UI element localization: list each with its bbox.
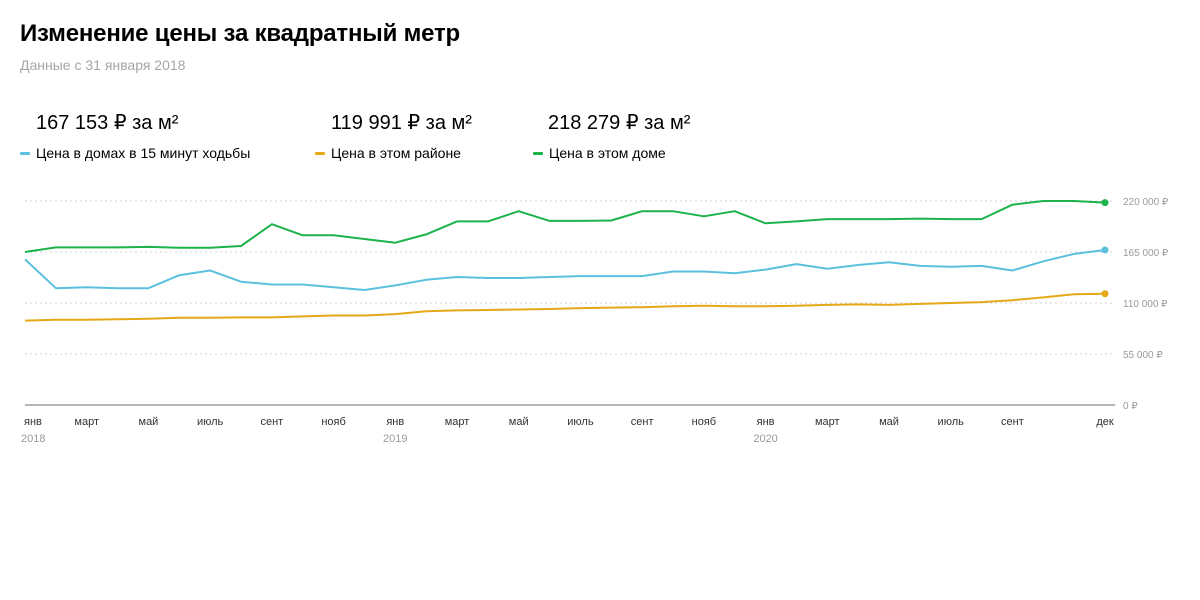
series-end-marker-2 <box>1101 199 1109 207</box>
y-tick-label: 0 ₽ <box>1123 401 1138 412</box>
legend-swatch <box>20 151 30 155</box>
legend-swatch <box>533 151 543 155</box>
stat-value: 167 153 ₽ за м² <box>36 112 179 134</box>
legend-label: Цена в этом районе <box>331 145 461 161</box>
x-tick-label: сент <box>1001 416 1024 428</box>
x-tick-year-label: 2018 <box>21 433 45 445</box>
stat-this-house: 218 279 ₽ за м² Цена в этом доме <box>533 110 690 161</box>
x-tick-label: янв <box>24 416 42 428</box>
x-tick-label: сент <box>631 416 654 428</box>
x-tick-label: июль <box>197 416 224 428</box>
y-tick-label: 220 000 ₽ <box>1123 197 1169 208</box>
series-line-2 <box>24 200 1106 253</box>
stat-value: 218 279 ₽ за м² <box>548 112 691 134</box>
x-tick-label: янв <box>757 416 775 428</box>
y-tick-label: 110 000 ₽ <box>1123 299 1168 310</box>
x-tick-label: март <box>815 416 840 428</box>
x-tick-label: дек <box>1096 416 1114 428</box>
y-tick-label: 165 000 ₽ <box>1123 248 1169 259</box>
x-tick-label: янв <box>386 416 404 428</box>
legend-label: Цена в этом доме <box>549 145 666 161</box>
x-tick-label: март <box>74 416 99 428</box>
x-tick-year-label: 2019 <box>383 433 407 445</box>
legend-label: Цена в домах в 15 минут ходьбы <box>36 145 251 161</box>
y-tick-label: 55 000 ₽ <box>1123 350 1163 361</box>
page-subtitle: Данные с 31 января 2018 <box>20 57 186 73</box>
page-title: Изменение цены за квадратный метр <box>20 20 460 47</box>
x-tick-label: май <box>509 416 529 428</box>
x-tick-label: июль <box>938 416 965 428</box>
x-tick-label: май <box>879 416 899 428</box>
series-end-marker-0 <box>1101 246 1109 254</box>
x-tick-label: нояб <box>692 416 716 428</box>
legend-swatch <box>315 151 325 155</box>
x-tick-label: март <box>445 416 470 428</box>
legend-item-this-house[interactable]: Цена в этом доме <box>533 145 690 161</box>
stat-walking-distance: 167 153 ₽ за м² Цена в домах в 15 минут … <box>20 110 250 161</box>
series-end-marker-1 <box>1101 290 1109 298</box>
x-tick-label: июль <box>567 416 594 428</box>
x-tick-label: нояб <box>321 416 345 428</box>
series-line-0 <box>24 249 1106 291</box>
stat-value: 119 991 ₽ за м² <box>331 112 472 134</box>
legend-item-district[interactable]: Цена в этом районе <box>315 145 472 161</box>
stat-district: 119 991 ₽ за м² Цена в этом районе <box>315 110 472 161</box>
x-tick-label: сент <box>260 416 283 428</box>
x-tick-year-label: 2020 <box>753 433 777 445</box>
series-line-1 <box>24 292 1106 322</box>
legend-item-walking-distance[interactable]: Цена в домах в 15 минут ходьбы <box>20 145 250 161</box>
x-tick-label: май <box>139 416 159 428</box>
